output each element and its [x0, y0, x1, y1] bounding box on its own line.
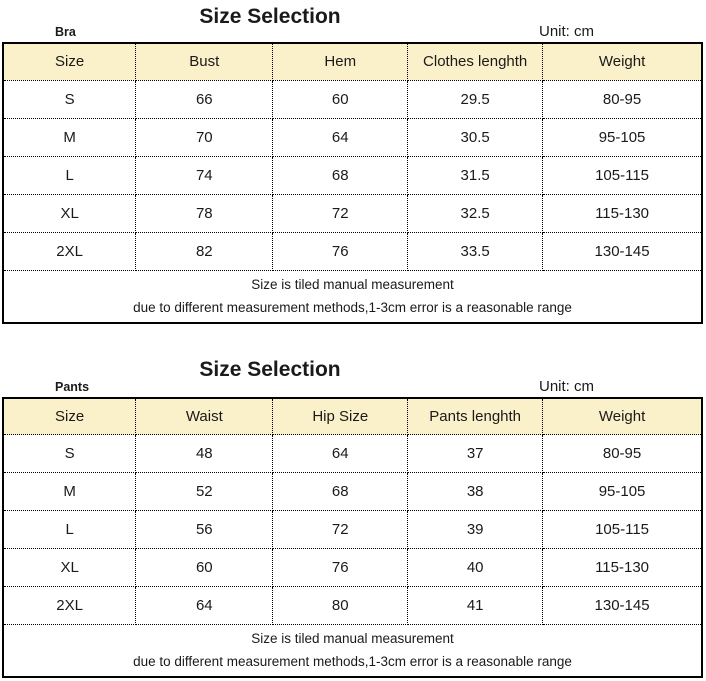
- clothes-length-cell: 32.5: [407, 193, 544, 233]
- clothes-length-cell: 31.5: [407, 155, 544, 195]
- column-header-waist: Waist: [135, 397, 274, 435]
- weight-cell: 80-95: [542, 79, 703, 119]
- size-cell: M: [2, 117, 137, 157]
- weight-cell: 105-115: [542, 155, 703, 195]
- hem-cell: 76: [272, 231, 409, 271]
- pants-length-cell: 38: [407, 472, 544, 511]
- weight-cell: 115-130: [542, 548, 703, 587]
- pants-header-row: Size Waist Hip Size Pants lenghth Weight: [2, 397, 703, 435]
- column-header-weight: Weight: [542, 397, 703, 435]
- waist-cell: 64: [135, 586, 274, 625]
- bust-cell: 66: [135, 79, 274, 119]
- hip-size-cell: 72: [272, 510, 409, 549]
- column-header-size: Size: [2, 42, 137, 81]
- pants-length-cell: 41: [407, 586, 544, 625]
- measurement-note-line2: due to different measurement methods,1-3…: [133, 654, 572, 669]
- table-row-s: S 66 60 29.5 80-95: [2, 79, 703, 119]
- pants-length-cell: 40: [407, 548, 544, 587]
- weight-cell: 95-105: [542, 117, 703, 157]
- table-row-2xl: 2XL 64 80 41 130-145: [2, 586, 703, 625]
- waist-cell: 60: [135, 548, 274, 587]
- hip-size-cell: 76: [272, 548, 409, 587]
- bra-table-title: Size Selection: [199, 5, 341, 28]
- pants-length-cell: 37: [407, 434, 544, 473]
- clothes-length-cell: 30.5: [407, 117, 544, 157]
- measurement-note-line1: Size is tiled manual measurement: [251, 276, 454, 292]
- pants-unit-label: Unit: cm: [539, 377, 595, 395]
- hem-cell: 64: [272, 117, 409, 157]
- pants-table-header: Pants Size Selection Unit: cm: [2, 353, 703, 397]
- hip-size-cell: 64: [272, 434, 409, 473]
- waist-cell: 56: [135, 510, 274, 549]
- pants-size-section: Pants Size Selection Unit: cm Size Waist…: [2, 353, 703, 678]
- bra-size-section: Bra Size Selection Unit: cm Size Bust He…: [2, 0, 703, 324]
- bra-header-row: Size Bust Hem Clothes lenghth Weight: [2, 42, 703, 81]
- clothes-length-cell: 33.5: [407, 231, 544, 271]
- size-cell: S: [2, 79, 137, 119]
- table-row-l: L 74 68 31.5 105-115: [2, 155, 703, 195]
- waist-cell: 48: [135, 434, 274, 473]
- measurement-note: Size is tiled manual measurement due to …: [2, 624, 703, 678]
- bra-unit-label: Unit: cm: [539, 23, 595, 40]
- footer-row: Size is tiled manual measurement due to …: [2, 624, 703, 678]
- pants-size-table: Size Waist Hip Size Pants lenghth Weight…: [2, 396, 703, 678]
- pants-table-title: Size Selection: [199, 357, 341, 381]
- hem-cell: 72: [272, 193, 409, 233]
- measurement-note: Size is tiled manual measurement due to …: [2, 269, 703, 323]
- bra-size-table: Size Bust Hem Clothes lenghth Weight S 6…: [2, 42, 703, 324]
- size-cell: 2XL: [2, 231, 137, 271]
- column-header-hem: Hem: [272, 42, 409, 81]
- weight-cell: 130-145: [542, 586, 703, 625]
- size-cell: M: [2, 472, 137, 511]
- hip-size-cell: 80: [272, 586, 409, 625]
- size-cell: XL: [2, 193, 137, 233]
- measurement-note-line1: Size is tiled manual measurement: [251, 631, 454, 646]
- weight-cell: 105-115: [542, 510, 703, 549]
- table-row-m: M 70 64 30.5 95-105: [2, 117, 703, 157]
- table-row-l: L 56 72 39 105-115: [2, 510, 703, 549]
- bust-cell: 78: [135, 193, 274, 233]
- hem-cell: 60: [272, 79, 409, 119]
- column-header-bust: Bust: [135, 42, 274, 81]
- weight-cell: 80-95: [542, 434, 703, 473]
- hip-size-cell: 68: [272, 472, 409, 511]
- table-row-m: M 52 68 38 95-105: [2, 472, 703, 511]
- size-cell: L: [2, 155, 137, 195]
- footer-row: Size is tiled manual measurement due to …: [2, 269, 703, 323]
- table-row-xl: XL 60 76 40 115-130: [2, 548, 703, 587]
- column-header-hip-size: Hip Size: [272, 397, 409, 435]
- weight-cell: 130-145: [542, 231, 703, 271]
- weight-cell: 95-105: [542, 472, 703, 511]
- hem-cell: 68: [272, 155, 409, 195]
- bust-cell: 70: [135, 117, 274, 157]
- table-row-xl: XL 78 72 32.5 115-130: [2, 193, 703, 233]
- table-row-2xl: 2XL 82 76 33.5 130-145: [2, 231, 703, 271]
- size-cell: 2XL: [2, 586, 137, 625]
- category-label-bra: Bra: [55, 25, 76, 39]
- bust-cell: 82: [135, 231, 274, 271]
- pants-length-cell: 39: [407, 510, 544, 549]
- table-row-s: S 48 64 37 80-95: [2, 434, 703, 473]
- category-label-pants: Pants: [55, 379, 90, 394]
- size-cell: S: [2, 434, 137, 473]
- weight-cell: 115-130: [542, 193, 703, 233]
- bust-cell: 74: [135, 155, 274, 195]
- size-cell: L: [2, 510, 137, 549]
- column-header-weight: Weight: [542, 42, 703, 81]
- waist-cell: 52: [135, 472, 274, 511]
- size-cell: XL: [2, 548, 137, 587]
- column-header-size: Size: [2, 397, 137, 435]
- clothes-length-cell: 29.5: [407, 79, 544, 119]
- measurement-note-line2: due to different measurement methods,1-3…: [133, 299, 572, 315]
- column-header-clothes-length: Clothes lenghth: [407, 42, 544, 81]
- bra-table-header: Bra Size Selection Unit: cm: [2, 0, 703, 42]
- column-header-pants-length: Pants lenghth: [407, 397, 544, 435]
